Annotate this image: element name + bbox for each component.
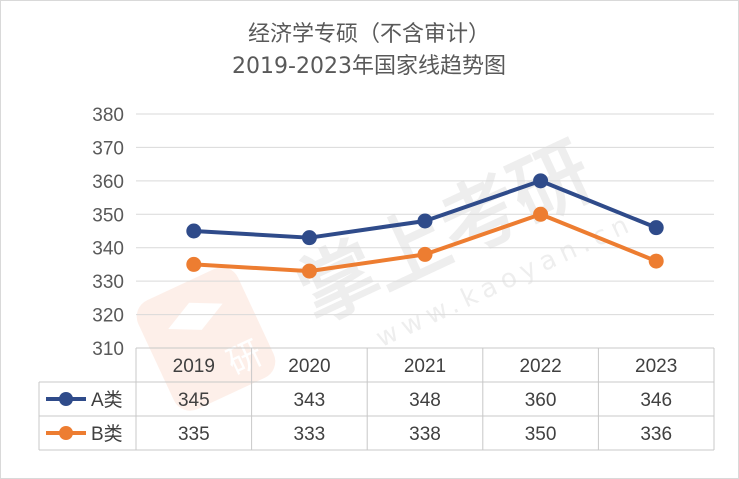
data-value: 360	[525, 390, 557, 411]
x-category-label: 2022	[519, 356, 561, 377]
data-point	[648, 253, 664, 269]
y-tick-label: 380	[92, 105, 124, 126]
watermark-logo: 研	[136, 267, 276, 411]
data-value: 350	[525, 424, 557, 445]
data-point	[186, 223, 202, 239]
x-category-label: 2021	[404, 356, 446, 377]
data-value: 336	[640, 424, 672, 445]
data-value: 333	[294, 424, 326, 445]
data-point	[186, 256, 202, 272]
y-tick-label: 350	[92, 205, 124, 226]
legend-label: A类	[91, 389, 123, 411]
data-point	[533, 173, 549, 189]
data-point	[417, 213, 433, 229]
y-tick-label: 310	[92, 339, 124, 360]
data-value: 348	[409, 390, 441, 411]
y-tick-label: 330	[92, 272, 124, 293]
x-category-label: 2020	[288, 356, 330, 377]
chart-title: 经济学专硕（不含审计）	[248, 22, 490, 47]
plot-area	[186, 173, 664, 279]
grid	[136, 113, 714, 316]
y-tick-label: 340	[92, 239, 124, 260]
data-table: 2019 2020 2021 2022 2023 A类 345 343 348 360 346 B类 3…	[38, 347, 715, 451]
data-point	[648, 220, 664, 236]
data-point	[533, 206, 549, 222]
data-value: 346	[640, 390, 672, 411]
data-value: 338	[409, 424, 441, 445]
x-category-label: 2019	[173, 356, 215, 377]
data-value: 343	[294, 390, 326, 411]
data-value: 335	[178, 424, 210, 445]
legend-key: A类	[46, 389, 123, 411]
y-tick-label: 370	[92, 138, 124, 159]
data-point	[301, 230, 317, 246]
y-axis: 310 320 330 340 350 360 370 380	[92, 105, 124, 360]
chart-subtitle: 2019-2023年国家线趋势图	[232, 54, 506, 79]
y-tick-label: 360	[92, 172, 124, 193]
legend-key: B类	[46, 423, 123, 445]
data-point	[417, 246, 433, 262]
data-point	[301, 263, 317, 279]
legend-marker	[59, 392, 73, 406]
legend-label: B类	[91, 423, 123, 445]
legend-marker	[59, 426, 73, 440]
x-category-label: 2023	[635, 356, 677, 377]
y-tick-label: 320	[92, 306, 124, 327]
data-value: 345	[178, 390, 210, 411]
